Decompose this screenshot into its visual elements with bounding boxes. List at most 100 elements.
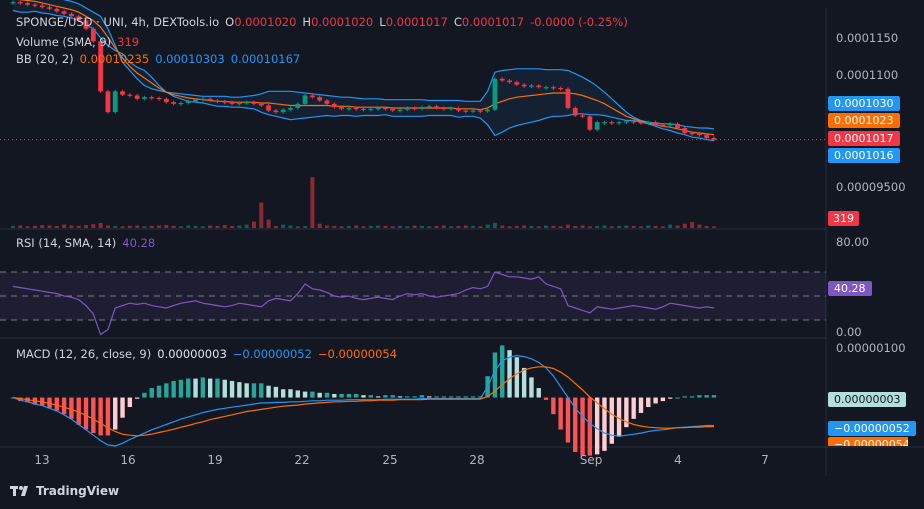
- candle-body: [594, 122, 600, 130]
- symbol-title[interactable]: SPONGE/USD · UNI, 4h, DEXTools.io: [16, 15, 220, 29]
- volume-bar: [434, 225, 439, 228]
- candle-body: [682, 128, 688, 133]
- macd-signal-value: −0.00000054: [317, 347, 398, 361]
- tradingview-footer[interactable]: TradingView: [10, 484, 119, 498]
- macd-histogram-bar: [521, 367, 527, 398]
- macd-histogram-bar: [134, 397, 140, 399]
- macd-histogram-bar: [463, 396, 468, 398]
- volume-bar: [310, 177, 315, 228]
- time-axis-label: 7: [761, 453, 769, 467]
- candle-body: [98, 41, 104, 92]
- volume-bar: [712, 226, 716, 228]
- volume-legend[interactable]: Volume (SMA, 9) 319: [16, 35, 145, 49]
- volume-legend-value: 319: [117, 35, 140, 49]
- time-axis-label: 13: [34, 453, 49, 467]
- macd-histogram-bar: [229, 380, 235, 398]
- macd-histogram-bar: [324, 392, 330, 398]
- macd-histogram-bar: [434, 396, 439, 398]
- bb-upper-line: [63, 0, 715, 130]
- macd-histogram-bar: [500, 345, 505, 398]
- rsi-legend[interactable]: RSI (14, SMA, 14) 40.28: [16, 236, 161, 250]
- volume-bar: [237, 225, 242, 228]
- candle-body: [32, 4, 38, 6]
- rsi-legend-value: 40.28: [122, 236, 156, 250]
- macd-histogram-bar: [237, 382, 242, 398]
- time-axis-label: 25: [382, 453, 397, 467]
- volume-bar: [492, 222, 497, 228]
- macd-histogram-bar: [427, 396, 432, 398]
- macd-histogram-bar: [638, 397, 644, 413]
- close-value: 0.0001017: [461, 15, 525, 29]
- volume-bar: [638, 226, 643, 228]
- candle-body: [10, 2, 16, 4]
- candle-body: [215, 100, 220, 102]
- volume-bar: [536, 226, 541, 228]
- volume-bar: [54, 225, 59, 228]
- candle-body: [558, 88, 564, 90]
- macd-histogram-bar: [507, 350, 512, 398]
- macd-legend-label: MACD (12, 26, close, 9): [16, 347, 152, 361]
- macd-histogram-bar: [594, 397, 600, 455]
- candle-body: [485, 109, 491, 112]
- volume-bar: [551, 225, 556, 228]
- candle-body: [280, 109, 286, 113]
- low-label: L: [379, 15, 386, 29]
- macd-histogram-bar: [280, 389, 286, 398]
- macd-histogram-bar: [91, 397, 96, 434]
- candle-body: [689, 133, 695, 135]
- volume-bar: [485, 224, 490, 228]
- macd-histogram-bar: [259, 383, 264, 398]
- macd-histogram-bar: [353, 393, 359, 398]
- high-value: 0.0001020: [311, 15, 374, 29]
- volume-bar: [135, 225, 140, 228]
- macd-histogram-bar: [18, 397, 23, 402]
- macd-histogram-bar: [689, 396, 695, 398]
- volume-bar: [339, 226, 344, 228]
- candle-body: [193, 99, 198, 102]
- bb-band-fill: [13, 0, 714, 141]
- volume-bar: [164, 225, 169, 228]
- volume-bar: [215, 225, 220, 228]
- bb-legend[interactable]: BB (20, 2) 0.00010235 0.00010303 0.00010167: [16, 52, 306, 66]
- candle-body: [251, 102, 257, 104]
- volume-bar: [522, 225, 527, 228]
- volume-bar: [529, 225, 534, 228]
- candle-body: [69, 13, 74, 17]
- volume-bar: [266, 219, 271, 228]
- volume-bar: [704, 225, 709, 228]
- macd-histogram-bar: [156, 385, 162, 398]
- volume-bar: [84, 225, 89, 228]
- bb-lower-line: [12, 9, 715, 142]
- volume-bar: [230, 225, 235, 228]
- macd-histogram-bar: [61, 397, 67, 415]
- candle-body: [17, 2, 23, 4]
- candle-body: [448, 108, 454, 110]
- volume-bar: [178, 226, 183, 228]
- time-axis-label: 4: [674, 453, 682, 467]
- macd-histogram-bar: [317, 392, 322, 398]
- volume-bar: [186, 225, 191, 228]
- macd-legend[interactable]: MACD (12, 26, close, 9) 0.00000003 −0.0000…: [16, 347, 403, 361]
- volume-bar: [624, 225, 629, 228]
- volume-bar: [25, 226, 30, 228]
- volume-bar: [18, 225, 23, 228]
- volume-bar: [646, 225, 651, 228]
- volume-bar: [98, 222, 103, 228]
- badge-rsi: 40.28: [828, 281, 872, 296]
- candle-body: [76, 16, 82, 21]
- candle-body: [536, 85, 542, 88]
- macd-histogram-bar: [573, 397, 578, 453]
- volume-bar: [427, 226, 432, 228]
- volume-bar: [602, 225, 607, 228]
- volume-bar: [127, 225, 132, 228]
- candle-body: [521, 84, 527, 87]
- candle-body: [631, 121, 637, 123]
- macd-histogram-bar: [113, 397, 118, 430]
- badge-volume: 319: [828, 211, 859, 226]
- volume-bar: [208, 225, 213, 228]
- volume-bar: [617, 225, 622, 228]
- bb-basis-line: [17, 0, 715, 136]
- macd-histogram-bar: [164, 383, 169, 398]
- candle-body: [704, 134, 710, 138]
